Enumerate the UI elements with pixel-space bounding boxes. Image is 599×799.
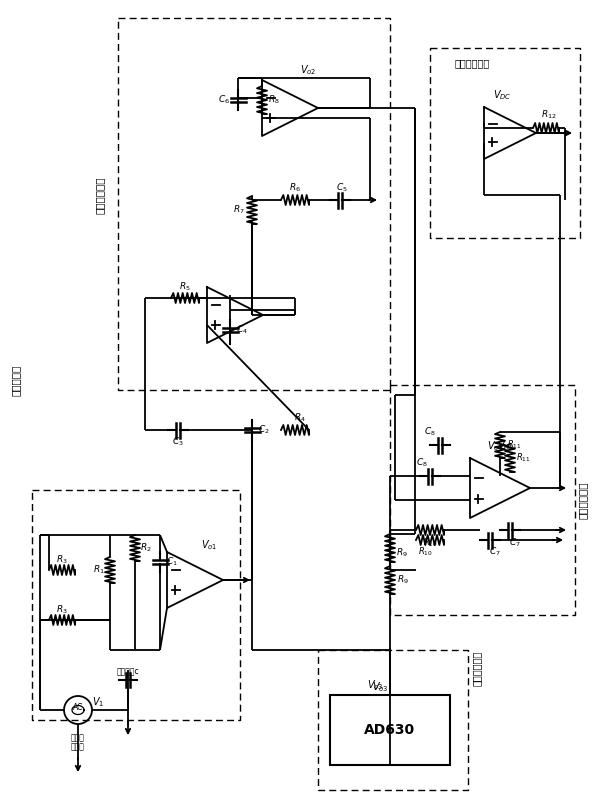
Text: 全波整流电路: 全波整流电路 xyxy=(472,650,482,686)
Text: $R_7$: $R_7$ xyxy=(233,204,245,217)
Text: $R_{10}$: $R_{10}$ xyxy=(422,537,437,549)
Text: $R_9$: $R_9$ xyxy=(397,574,409,586)
Text: $R_3$: $R_3$ xyxy=(56,554,68,566)
Text: $C_4$: $C_4$ xyxy=(236,324,248,336)
Text: $V_{o3}$: $V_{o3}$ xyxy=(372,680,388,694)
Text: $R_2$: $R_2$ xyxy=(140,542,152,555)
Text: 带通滤波电路: 带通滤波电路 xyxy=(95,177,105,214)
Text: AD630: AD630 xyxy=(364,723,416,737)
Text: $V_{o3}$: $V_{o3}$ xyxy=(367,678,383,692)
Text: $C_2$: $C_2$ xyxy=(258,423,270,436)
Text: $R_6$: $R_6$ xyxy=(289,181,301,194)
Text: 正弦波: 正弦波 xyxy=(71,733,85,742)
Text: $V_{o4}$: $V_{o4}$ xyxy=(497,439,513,453)
Text: $R_{10}$: $R_{10}$ xyxy=(418,546,432,559)
Text: $C_1$: $C_1$ xyxy=(166,556,178,568)
Text: $R_{12}$: $R_{12}$ xyxy=(541,109,557,121)
Text: $V_{o1}$: $V_{o1}$ xyxy=(201,538,217,552)
Text: $R_8$: $R_8$ xyxy=(268,93,280,106)
Text: $V_1$: $V_1$ xyxy=(92,695,104,709)
Text: $R_3$: $R_3$ xyxy=(56,604,68,616)
Text: $V_{o2}$: $V_{o2}$ xyxy=(300,63,316,77)
Text: $C_8$: $C_8$ xyxy=(424,426,436,438)
Text: AC: AC xyxy=(73,703,83,713)
Text: $C_7$: $C_7$ xyxy=(489,546,501,559)
Text: $R_{11}$: $R_{11}$ xyxy=(516,451,530,464)
Text: $C_5$: $C_5$ xyxy=(336,181,348,194)
Text: 信号放大电路: 信号放大电路 xyxy=(455,58,490,68)
Text: $V_{o4}$: $V_{o4}$ xyxy=(486,439,503,453)
Text: $R_9$: $R_9$ xyxy=(396,547,408,559)
Text: 低通滤波电路: 低通滤波电路 xyxy=(578,481,588,519)
Text: $C_6$: $C_6$ xyxy=(218,93,230,106)
Text: 检测电容c: 检测电容c xyxy=(117,667,140,677)
Text: $C_3$: $C_3$ xyxy=(172,435,184,448)
Text: $R_4$: $R_4$ xyxy=(294,411,306,424)
Text: 主测量电路: 主测量电路 xyxy=(11,364,21,396)
Text: $V_{DC}$: $V_{DC}$ xyxy=(493,88,512,102)
Text: $R_5$: $R_5$ xyxy=(179,280,191,293)
Text: $C_7$: $C_7$ xyxy=(509,537,521,549)
Text: $R_1$: $R_1$ xyxy=(93,564,105,576)
Text: 信号源: 信号源 xyxy=(71,742,85,752)
Bar xyxy=(330,695,450,765)
Text: $C_8$: $C_8$ xyxy=(416,457,428,469)
Text: $R_{11}$: $R_{11}$ xyxy=(507,439,521,451)
